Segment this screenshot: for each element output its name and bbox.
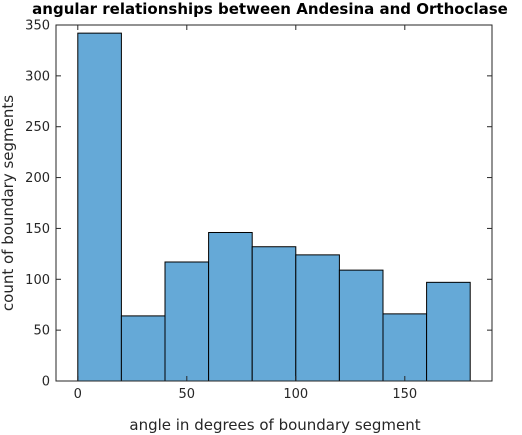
y-tick-label: 250 [25, 120, 50, 135]
y-tick-label: 350 [25, 19, 50, 34]
y-tick-label: 150 [25, 222, 50, 237]
y-tick-label: 200 [25, 171, 50, 186]
x-tick-label: 150 [392, 387, 417, 402]
y-tick-label: 50 [33, 324, 50, 339]
histogram-bar [164, 261, 210, 382]
axes-box [55, 24, 493, 382]
histogram-bar [208, 231, 253, 382]
histogram-bar [338, 269, 384, 382]
histogram-bar [382, 313, 428, 382]
y-axis-ticks: 0 50 100 150 200 250 300 350 [25, 19, 492, 390]
histogram-bar [120, 315, 166, 382]
y-tick-label: 100 [25, 273, 50, 288]
chart-title: angular relationships between Andesina a… [32, 0, 508, 18]
x-tick-label: 0 [74, 387, 82, 402]
histogram-bar [295, 254, 340, 382]
y-axis-label: count of boundary segments [0, 95, 17, 311]
x-tick-label: 100 [283, 387, 308, 402]
bars-group [77, 32, 471, 382]
y-tick-label: 300 [25, 69, 50, 84]
x-axis-ticks: 0 50 100 150 [74, 25, 417, 402]
histogram-bar [251, 246, 297, 382]
x-axis-label: angle in degrees of boundary segment [129, 416, 420, 434]
histogram-bar [426, 281, 471, 382]
histogram-bar [77, 32, 122, 382]
y-tick-label: 0 [42, 375, 50, 390]
x-tick-label: 50 [179, 387, 196, 402]
